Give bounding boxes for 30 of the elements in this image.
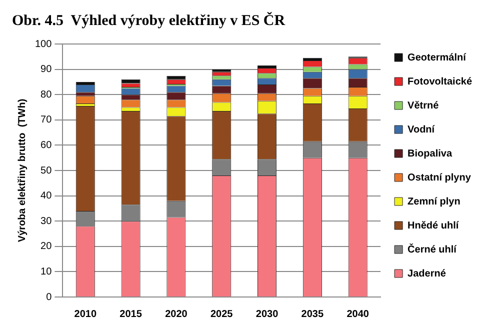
legend-label: Vodní bbox=[408, 124, 436, 136]
y-tick-label: 70 bbox=[40, 114, 52, 126]
x-tick-label: 2030 bbox=[256, 308, 279, 320]
legend-label: Fotovoltaické bbox=[408, 76, 472, 88]
y-tick-label: 90 bbox=[40, 64, 52, 76]
y-axis-title: Výroba elektřiny brutto (TWh) bbox=[16, 98, 28, 242]
y-tick-label: 30 bbox=[40, 216, 52, 227]
y-tick-label: 50 bbox=[40, 165, 52, 176]
chart-title: Obr. 4.5 Výhled výroby elektřiny v ES ČR bbox=[12, 10, 286, 29]
y-tick-label: 40 bbox=[40, 190, 52, 202]
x-tick-label: 2025 bbox=[210, 308, 234, 320]
y-tick-label: 80 bbox=[40, 89, 52, 100]
y-tick-label: 20 bbox=[40, 241, 52, 252]
y-tick-label: 0 bbox=[46, 292, 52, 303]
legend-label: Černé uhlí bbox=[408, 243, 458, 256]
x-tick-label: 2040 bbox=[346, 308, 370, 320]
x-tick-label: 2035 bbox=[301, 308, 324, 320]
legend-label: Větrné bbox=[408, 100, 440, 112]
legend-label: Hnědé uhlí bbox=[408, 220, 460, 232]
legend-label: Zemní plyn bbox=[408, 196, 460, 208]
y-tick-label: 10 bbox=[40, 266, 52, 278]
x-tick-label: 2015 bbox=[120, 308, 142, 320]
legend-label: Jaderné bbox=[408, 268, 446, 280]
legend-label: Biopaliva bbox=[408, 148, 452, 160]
y-tick-label: 60 bbox=[40, 140, 52, 151]
x-tick-label: 2020 bbox=[165, 308, 188, 320]
legend-label: Ostatní plyny bbox=[408, 172, 472, 184]
legend-label: Geotermální bbox=[408, 52, 468, 64]
x-tick-label: 2010 bbox=[74, 308, 97, 320]
y-tick-label: 100 bbox=[34, 38, 52, 50]
